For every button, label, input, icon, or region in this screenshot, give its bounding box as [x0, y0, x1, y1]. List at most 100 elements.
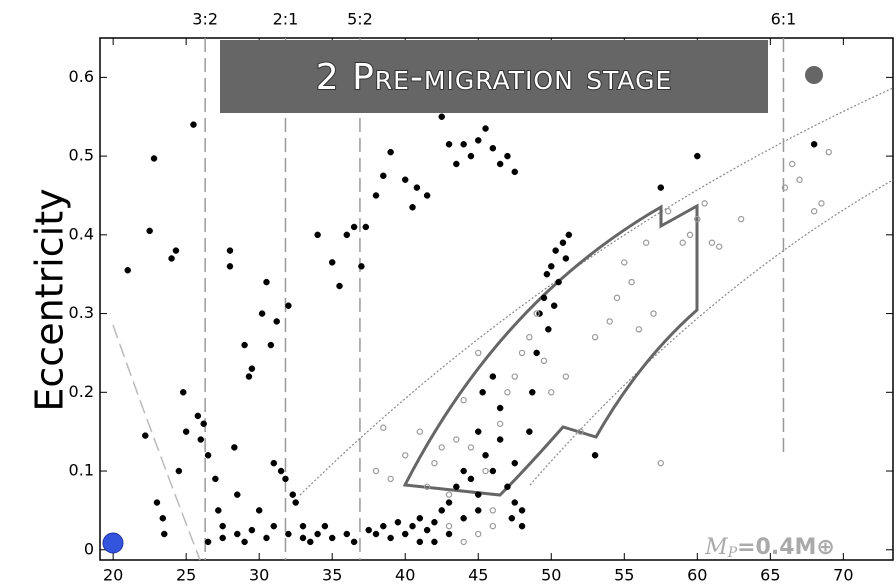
point — [533, 310, 540, 317]
lower-dotted-curve — [529, 179, 894, 486]
point — [460, 396, 467, 404]
point — [282, 475, 289, 483]
point — [362, 223, 370, 231]
point — [255, 507, 263, 514]
point — [273, 318, 280, 325]
point — [453, 436, 460, 443]
point — [621, 259, 628, 266]
point — [548, 263, 555, 270]
point — [289, 491, 297, 498]
point — [460, 538, 467, 546]
point — [248, 526, 256, 534]
point — [565, 231, 573, 239]
x-tick-label: 20 — [103, 566, 123, 585]
plot-frame — [99, 37, 894, 561]
point — [474, 491, 482, 498]
point — [314, 231, 321, 239]
point — [679, 239, 686, 246]
point — [387, 148, 394, 156]
point — [781, 184, 789, 191]
point — [511, 499, 519, 506]
point — [231, 444, 238, 451]
point — [409, 204, 416, 211]
point — [475, 530, 482, 538]
point — [518, 522, 526, 530]
point — [241, 341, 248, 349]
point — [387, 534, 394, 542]
point — [552, 247, 559, 254]
point — [818, 200, 825, 207]
point — [175, 467, 183, 475]
point — [701, 200, 708, 207]
chart-title: 2 Pre-migration stage — [316, 57, 673, 98]
point — [559, 239, 567, 246]
annotation-symbol: M — [704, 535, 728, 560]
point — [394, 518, 402, 526]
point — [234, 491, 241, 498]
resonance-label: 2:1 — [273, 10, 299, 29]
point — [328, 534, 336, 542]
point — [694, 215, 701, 223]
point — [489, 144, 497, 152]
point — [307, 538, 314, 546]
y-axis-label: Eccentricity — [28, 188, 72, 411]
point — [142, 432, 149, 439]
x-tick-label: 65 — [760, 566, 780, 585]
point — [423, 483, 431, 490]
point — [292, 499, 299, 506]
point — [153, 499, 161, 506]
point — [508, 515, 516, 522]
x-tick-label: 45 — [468, 566, 488, 585]
point — [489, 507, 497, 514]
point — [591, 333, 599, 341]
point — [358, 263, 365, 270]
x-tick-label: 35 — [322, 566, 342, 585]
guides — [112, 38, 894, 561]
point — [496, 404, 504, 412]
left-boundary — [112, 324, 201, 561]
point — [479, 389, 486, 396]
point — [258, 310, 266, 317]
point — [285, 530, 292, 538]
x-tick-label: 55 — [614, 566, 634, 585]
point — [212, 475, 219, 483]
point — [270, 459, 278, 467]
point — [737, 215, 745, 223]
point — [642, 239, 650, 246]
point — [445, 530, 453, 538]
point — [789, 160, 796, 168]
point — [504, 483, 511, 491]
point — [664, 208, 672, 215]
point — [182, 428, 190, 435]
point — [467, 152, 475, 160]
resonance-label: 6:1 — [771, 10, 797, 29]
point — [372, 530, 380, 538]
point — [562, 255, 570, 262]
point — [628, 278, 635, 286]
point — [277, 467, 285, 475]
point — [511, 168, 519, 176]
point — [511, 373, 518, 380]
point — [526, 333, 533, 341]
point — [285, 302, 292, 309]
point — [299, 522, 307, 530]
point — [474, 137, 482, 144]
point — [577, 428, 584, 435]
point — [540, 357, 548, 365]
x-tick-label: 70 — [833, 566, 853, 585]
point — [650, 310, 657, 317]
y-tick-label: 0.3 — [69, 303, 94, 322]
annotation: MP=0.4M⊕ — [704, 535, 835, 561]
point — [716, 243, 723, 250]
point — [219, 522, 226, 530]
resonance-label: 5:2 — [347, 10, 373, 29]
resonance-label: 3:2 — [192, 10, 218, 29]
point — [489, 467, 497, 475]
y-tick-label: 0.2 — [69, 382, 94, 401]
point — [445, 491, 453, 498]
title-box — [220, 40, 768, 113]
point — [686, 231, 694, 239]
point — [555, 278, 562, 286]
point — [263, 534, 270, 542]
